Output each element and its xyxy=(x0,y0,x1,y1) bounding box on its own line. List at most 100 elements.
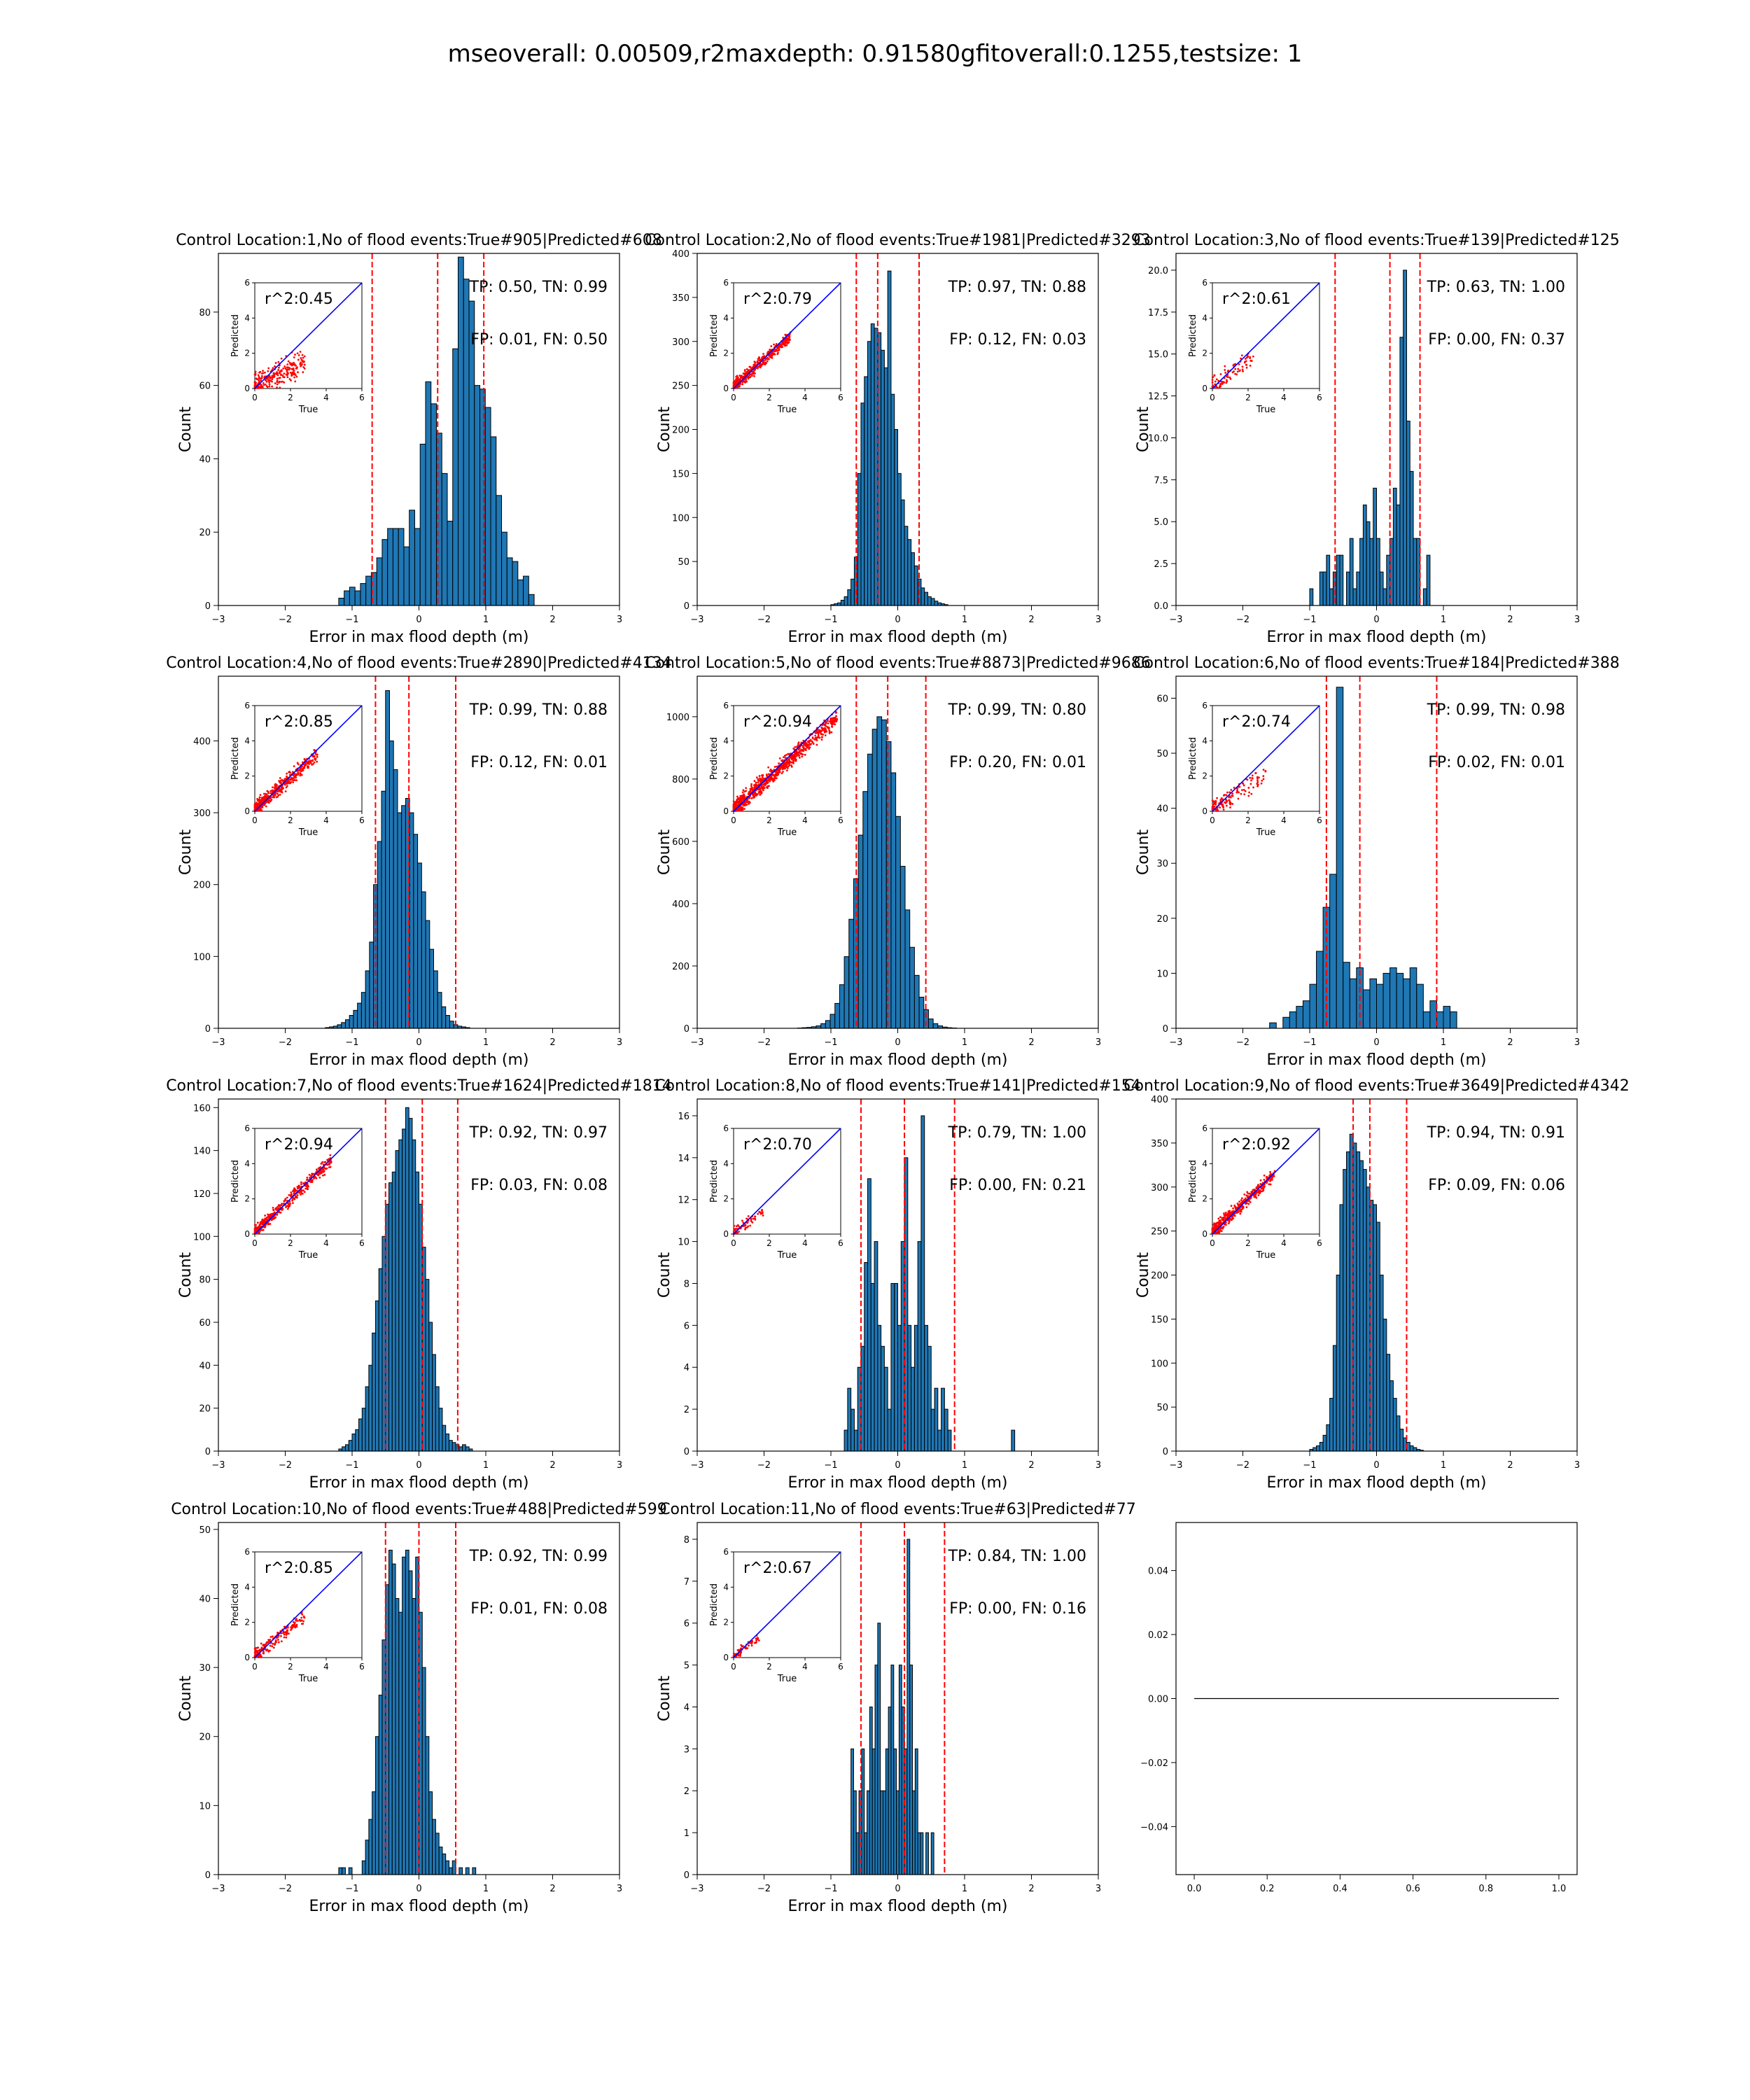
x-tick-label: 3 xyxy=(1574,1460,1580,1471)
inset-point xyxy=(323,1173,326,1176)
inset-point xyxy=(276,383,279,386)
panel-title: Control Location:5,No of flood events:Tr… xyxy=(645,654,1151,672)
inset-point xyxy=(1273,1175,1275,1177)
inset-point xyxy=(776,771,778,774)
histogram-bar xyxy=(896,1790,899,1875)
inset-point xyxy=(286,1208,289,1210)
y-tick-label: 20 xyxy=(199,1732,211,1743)
y-axis-label: Count xyxy=(177,1252,195,1298)
inset-y-tick-label: 6 xyxy=(244,1124,250,1133)
inset-point xyxy=(280,1640,283,1643)
inset-point xyxy=(277,366,280,369)
panel-11: −3 −2 −1 0 1 2 3 0 1 2 3 4 5 6 7 8 Control Location:11,N… xyxy=(656,1501,1136,1915)
x-axis-label: Error in max flood depth (m) xyxy=(788,629,1008,646)
inset-y-tick-label: 0 xyxy=(244,1229,250,1239)
inset-point xyxy=(269,377,272,379)
inset-point xyxy=(267,799,270,802)
inset-point xyxy=(794,746,797,748)
inset-point xyxy=(318,1167,321,1169)
x-tick-label: −3 xyxy=(690,1884,704,1894)
inset-point xyxy=(766,785,769,788)
inset-point xyxy=(260,379,262,382)
histogram-bar xyxy=(937,1429,942,1452)
inset-point xyxy=(1226,380,1228,383)
inset-point xyxy=(309,760,312,762)
inset-point xyxy=(300,361,302,364)
inset-point xyxy=(816,743,818,746)
inset-point xyxy=(775,343,778,345)
inset-y-tick-label: 6 xyxy=(244,1547,250,1557)
histogram-bar xyxy=(405,1107,410,1452)
histogram-bar xyxy=(1390,967,1397,1029)
histogram-bar xyxy=(907,1324,912,1452)
inset-x-tick-label: 4 xyxy=(323,1662,329,1672)
x-tick-label: 1 xyxy=(962,1460,967,1471)
inset-point xyxy=(1211,379,1214,382)
inset-x-tick-label: 2 xyxy=(766,1238,772,1248)
inset-x-tick-label: 0 xyxy=(1210,1238,1215,1248)
histogram-bar xyxy=(1429,1000,1437,1029)
inset-point xyxy=(1241,368,1244,371)
inset-y-tick-label: 2 xyxy=(723,1194,729,1204)
inset-y-tick-label: 2 xyxy=(244,1194,250,1204)
inset-point xyxy=(295,1618,298,1620)
histogram-bar xyxy=(378,1695,383,1875)
inset-point xyxy=(302,766,305,769)
inset-point xyxy=(1244,358,1247,360)
histogram-bar xyxy=(932,1023,939,1029)
inset-point xyxy=(1224,1217,1227,1219)
inset-point xyxy=(1249,1201,1252,1203)
inset-y-tick-label: 2 xyxy=(244,349,250,358)
inset-point xyxy=(750,367,752,370)
inset-point xyxy=(265,1216,268,1219)
inset-point xyxy=(260,1647,263,1650)
inset-point xyxy=(300,1191,302,1194)
x-tick-label: −3 xyxy=(211,1460,225,1471)
inset-point xyxy=(282,780,284,783)
histogram-bar xyxy=(376,557,383,606)
histogram-bar xyxy=(900,499,905,606)
inset-point xyxy=(820,732,822,735)
histogram-bar xyxy=(414,528,421,606)
inset-y-tick-label: 4 xyxy=(723,313,729,323)
histogram-bar xyxy=(917,1241,922,1452)
metric-tp-tn: TP: 0.92, TN: 0.99 xyxy=(469,1548,608,1565)
inset-point xyxy=(736,799,738,801)
inset-point xyxy=(825,729,827,732)
x-tick-label: 0 xyxy=(895,615,900,625)
inset-point xyxy=(291,373,294,376)
y-tick-label: 40 xyxy=(199,1361,211,1371)
inset-point xyxy=(1261,779,1264,782)
histogram-bar xyxy=(918,996,925,1029)
histogram-bar xyxy=(1359,538,1364,606)
y-tick-label: 50 xyxy=(1156,749,1168,760)
histogram-bar xyxy=(883,1366,888,1452)
histogram-bar xyxy=(1319,571,1324,606)
histogram-bar xyxy=(1396,504,1401,606)
inset-point xyxy=(272,372,275,375)
histogram-bar xyxy=(415,1171,419,1452)
inset-point xyxy=(826,726,829,729)
x-tick-label: 0.2 xyxy=(1260,1884,1275,1894)
inset-point xyxy=(1243,1193,1246,1196)
inset-point xyxy=(272,1217,275,1220)
inset-point xyxy=(270,790,272,792)
histogram-bar xyxy=(338,1867,343,1875)
inset-x-tick-label: 0 xyxy=(252,393,258,402)
histogram-bar xyxy=(398,1139,403,1452)
inset-point xyxy=(255,802,258,804)
histogram-bar xyxy=(1369,538,1374,606)
histogram-bars xyxy=(830,270,948,606)
inset-point xyxy=(284,365,286,368)
histogram-bar xyxy=(853,1429,858,1452)
inset-point xyxy=(1242,370,1244,372)
x-tick-label: −2 xyxy=(279,1884,292,1894)
histogram-bar xyxy=(1392,487,1397,606)
histogram-bar xyxy=(484,407,491,606)
histogram-bar xyxy=(924,592,928,606)
histogram-bar xyxy=(920,1115,925,1452)
histogram-bar xyxy=(881,719,887,1029)
inset-point xyxy=(298,1191,301,1194)
histogram-bar xyxy=(1356,1151,1361,1452)
